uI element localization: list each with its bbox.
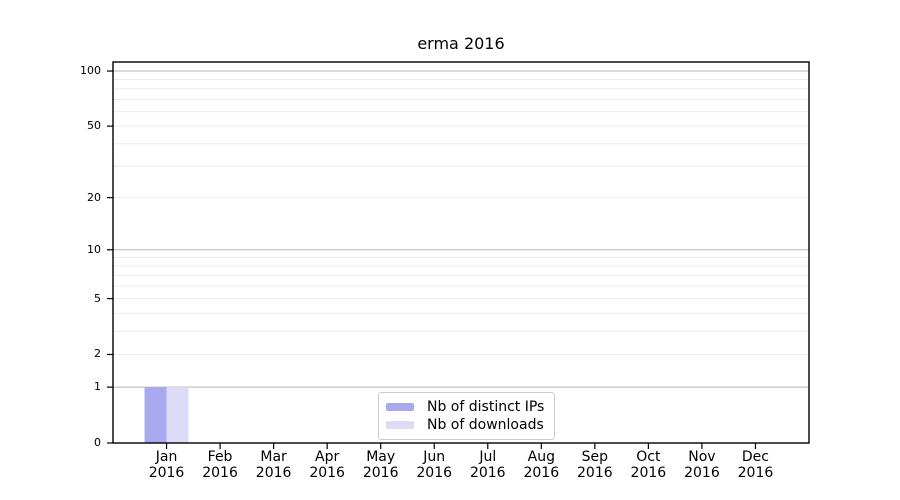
- chart-title: erma 2016: [417, 34, 505, 53]
- y-tick-label: 100: [80, 64, 101, 78]
- x-tick-label: Jul 2016: [469, 449, 506, 481]
- y-tick-label: 0: [94, 436, 101, 449]
- x-tick-label: Jun 2016: [416, 449, 453, 481]
- x-tick-label: Sep 2016: [577, 449, 613, 481]
- x-tick-label: May 2016: [362, 449, 399, 481]
- x-tick-label: Jan 2016: [148, 449, 185, 481]
- y-tick-label: 20: [87, 190, 101, 204]
- plot-border: [112, 61, 810, 444]
- legend-label: Nb of downloads: [427, 417, 544, 433]
- x-tick-label: Nov 2016: [684, 449, 720, 481]
- x-tick-label: Mar 2016: [255, 449, 292, 481]
- legend: Nb of distinct IPs Nb of downloads: [378, 392, 555, 440]
- legend-label: Nb of distinct IPs: [427, 399, 545, 415]
- y-tick-label: 2: [94, 347, 101, 361]
- y-tick-label: 50: [87, 119, 101, 133]
- x-tick-label: Apr 2016: [309, 449, 345, 481]
- y-tick-label: 1: [94, 380, 101, 394]
- y-tick-label: 10: [87, 242, 101, 256]
- bar-nb-of-downloads: [166, 387, 189, 443]
- legend-swatch-icon: [386, 403, 414, 411]
- x-tick-label: Feb 2016: [202, 449, 238, 481]
- legend-item-downloads: Nb of downloads: [386, 416, 546, 434]
- legend-swatch-icon: [386, 421, 414, 429]
- x-tick-label: Dec 2016: [737, 449, 774, 481]
- legend-item-distinct-ips: Nb of distinct IPs: [386, 398, 546, 416]
- x-tick-label: Aug 2016: [523, 449, 560, 481]
- y-tick-label: 5: [94, 291, 101, 305]
- bar-nb-of-distinct-ips: [144, 387, 167, 443]
- x-tick-label: Oct 2016: [630, 449, 667, 481]
